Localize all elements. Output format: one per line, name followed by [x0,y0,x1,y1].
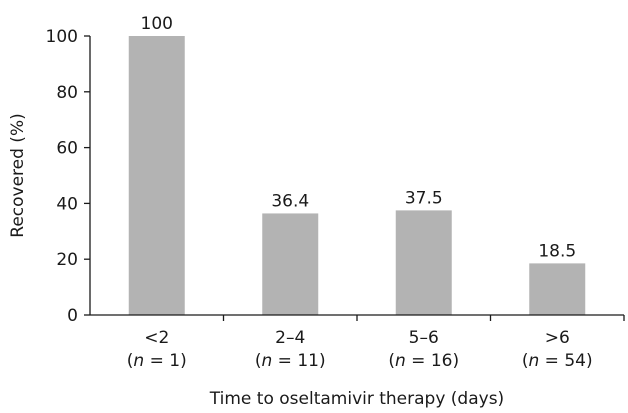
category-n-label: (n = 11) [255,351,326,371]
bar [128,36,185,315]
bar-value-label: 100 [141,14,173,34]
bar [395,210,452,315]
x-ticks [222,315,625,321]
y-tick-label: 100 [46,27,78,47]
category-label: <2 [144,328,169,348]
y-tick-label: 40 [56,194,78,214]
category-label: 2–4 [275,328,305,348]
bar-value-label: 36.4 [271,191,309,211]
category-n-label: (n = 54) [522,351,593,371]
y-tick-label: 20 [56,250,78,270]
category-n-label: (n = 1) [127,351,187,371]
bars [128,36,586,315]
y-ticks: 0 20 40 60 80 100 [46,27,90,326]
bar-value-label: 37.5 [405,188,443,208]
category-label: 5–6 [409,328,439,348]
bar [262,213,319,315]
bar [529,263,586,315]
y-tick-label: 60 [56,139,78,159]
category-labels: <2 (n = 1) 2–4 (n = 11) 5–6 (n = 16) >6 (n = 54… [127,328,593,371]
x-axis-title: Time to oseltamivir therapy (days) [209,389,504,409]
category-n-label: (n = 16) [388,351,459,371]
y-tick-label: 80 [56,83,78,103]
y-tick-label: 0 [67,306,78,326]
value-labels: 100 36.4 37.5 18.5 [141,14,577,261]
bar-value-label: 18.5 [538,241,576,261]
y-axis-title: Recovered (%) [8,113,28,237]
category-label: >6 [545,328,570,348]
